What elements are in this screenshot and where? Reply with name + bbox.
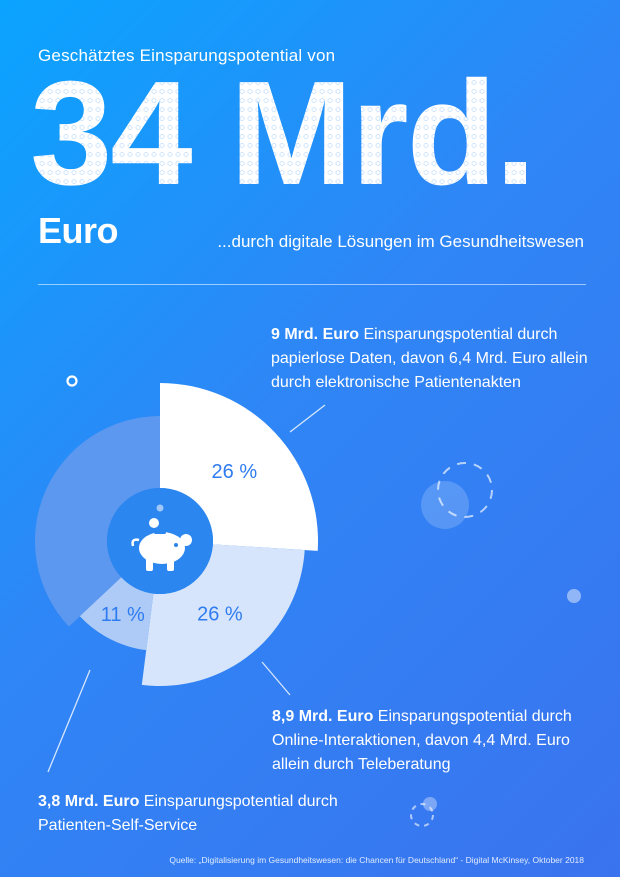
divider xyxy=(38,284,586,285)
decor-dot-small-icon xyxy=(423,797,437,811)
headline-amount: 34 Mrd. xyxy=(30,51,536,216)
note-paperless-amount: 9 Mrd. Euro xyxy=(271,326,360,343)
decor-ring-icon xyxy=(66,375,78,387)
note-self-service: 3,8 Mrd. Euro Einsparungspotential durch… xyxy=(38,790,338,838)
pie-slice-2 xyxy=(141,544,305,686)
note-paperless-text: Einsparungspotential durch papierlose Da… xyxy=(271,326,588,391)
pie-slice-label-2: 26 % xyxy=(197,603,243,625)
note-online: 8,9 Mrd. Euro Einsparungspotential durch… xyxy=(272,705,602,777)
note-online-amount: 8,9 Mrd. Euro xyxy=(272,708,374,725)
decor-bubble-icon xyxy=(421,481,469,529)
pie-slice-3 xyxy=(79,577,154,651)
pie-slice-remainder xyxy=(35,416,160,627)
decor-dashed-ring-icon xyxy=(437,462,493,518)
piggy-bank-icon xyxy=(131,504,192,571)
tagline: ...durch digitale Lösungen im Gesundheit… xyxy=(217,232,584,251)
leader-line-paper xyxy=(289,404,326,433)
leader-line-self xyxy=(47,669,91,773)
pie-slice-label-3: 11 % xyxy=(101,604,145,626)
decor-dot-icon xyxy=(567,589,581,603)
note-self-service-amount: 3,8 Mrd. Euro xyxy=(38,793,140,810)
headline-currency: Euro xyxy=(38,210,119,251)
leader-line-online xyxy=(261,661,291,696)
note-online-text: Einsparungspotential durch Online-Intera… xyxy=(272,708,572,773)
source-note: Quelle: „Digitalisierung im Gesundheitsw… xyxy=(169,855,584,865)
pie-slice-label-1: 26 % xyxy=(212,461,258,483)
subtitle: Geschätztes Einsparungspotential von xyxy=(38,46,336,65)
note-paperless: 9 Mrd. Euro Einsparungspotential durch p… xyxy=(271,323,601,395)
decor-dashed-ring-small-icon xyxy=(410,803,434,827)
note-self-service-text: Einsparungspotential durch Patienten-Sel… xyxy=(38,793,338,834)
pie-slice-1 xyxy=(160,383,319,551)
